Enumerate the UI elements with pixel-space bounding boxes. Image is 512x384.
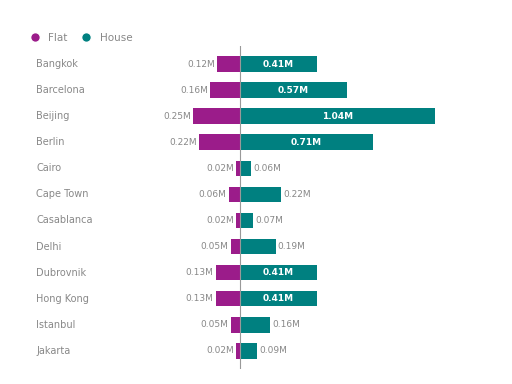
Text: 0.25M: 0.25M [163, 112, 191, 121]
Bar [193, 108, 240, 124]
Text: 0.06M: 0.06M [253, 164, 281, 173]
Text: Beijing: Beijing [36, 111, 70, 121]
Text: 1.04M: 1.04M [322, 112, 353, 121]
Bar [240, 239, 275, 254]
Text: 0.02M: 0.02M [206, 164, 234, 173]
Text: 0.71M: 0.71M [291, 138, 322, 147]
Text: Cape Town: Cape Town [36, 189, 89, 199]
Text: Hong Kong: Hong Kong [36, 294, 89, 304]
Text: Barcelona: Barcelona [36, 85, 85, 95]
Text: Bangkok: Bangkok [36, 59, 78, 69]
Text: Delhi: Delhi [36, 242, 62, 252]
Bar [199, 134, 240, 150]
Text: 0.41M: 0.41M [263, 268, 294, 277]
Bar [240, 265, 317, 280]
Text: Cairo: Cairo [36, 163, 61, 173]
Text: 0.12M: 0.12M [187, 60, 216, 69]
Bar [210, 82, 240, 98]
Bar [236, 161, 240, 176]
Text: Berlin: Berlin [36, 137, 65, 147]
Text: 0.02M: 0.02M [206, 216, 234, 225]
Bar [240, 134, 373, 150]
Bar [240, 317, 270, 333]
Text: 0.57M: 0.57M [278, 86, 309, 94]
Text: 0.05M: 0.05M [201, 242, 228, 251]
Bar [236, 343, 240, 359]
Text: 0.41M: 0.41M [263, 294, 294, 303]
Bar [240, 108, 435, 124]
Bar [216, 291, 240, 306]
Text: 0.16M: 0.16M [180, 86, 208, 94]
Text: 0.22M: 0.22M [169, 138, 197, 147]
Bar [230, 239, 240, 254]
Text: 0.07M: 0.07M [255, 216, 283, 225]
Text: Casablanca: Casablanca [36, 215, 93, 225]
Text: 0.13M: 0.13M [185, 268, 214, 277]
Text: 0.02M: 0.02M [206, 346, 234, 355]
Text: 0.05M: 0.05M [201, 320, 228, 329]
Text: 0.16M: 0.16M [272, 320, 300, 329]
Bar [230, 317, 240, 333]
Bar [240, 213, 253, 228]
Text: 0.09M: 0.09M [259, 346, 287, 355]
Bar [218, 56, 240, 72]
Bar [240, 187, 281, 202]
Bar [229, 187, 240, 202]
Bar [216, 265, 240, 280]
Legend: Flat, House: Flat, House [20, 28, 137, 47]
Text: 0.22M: 0.22M [283, 190, 311, 199]
Text: 0.41M: 0.41M [263, 60, 294, 69]
Text: Dubrovnik: Dubrovnik [36, 268, 87, 278]
Text: 0.19M: 0.19M [278, 242, 306, 251]
Bar [240, 343, 257, 359]
Bar [240, 161, 251, 176]
Bar [240, 82, 347, 98]
Bar [240, 291, 317, 306]
Bar [240, 56, 317, 72]
Bar [236, 213, 240, 228]
Text: 0.13M: 0.13M [185, 294, 214, 303]
Text: Jakarta: Jakarta [36, 346, 71, 356]
Text: 0.06M: 0.06M [199, 190, 226, 199]
Text: Istanbul: Istanbul [36, 320, 76, 330]
